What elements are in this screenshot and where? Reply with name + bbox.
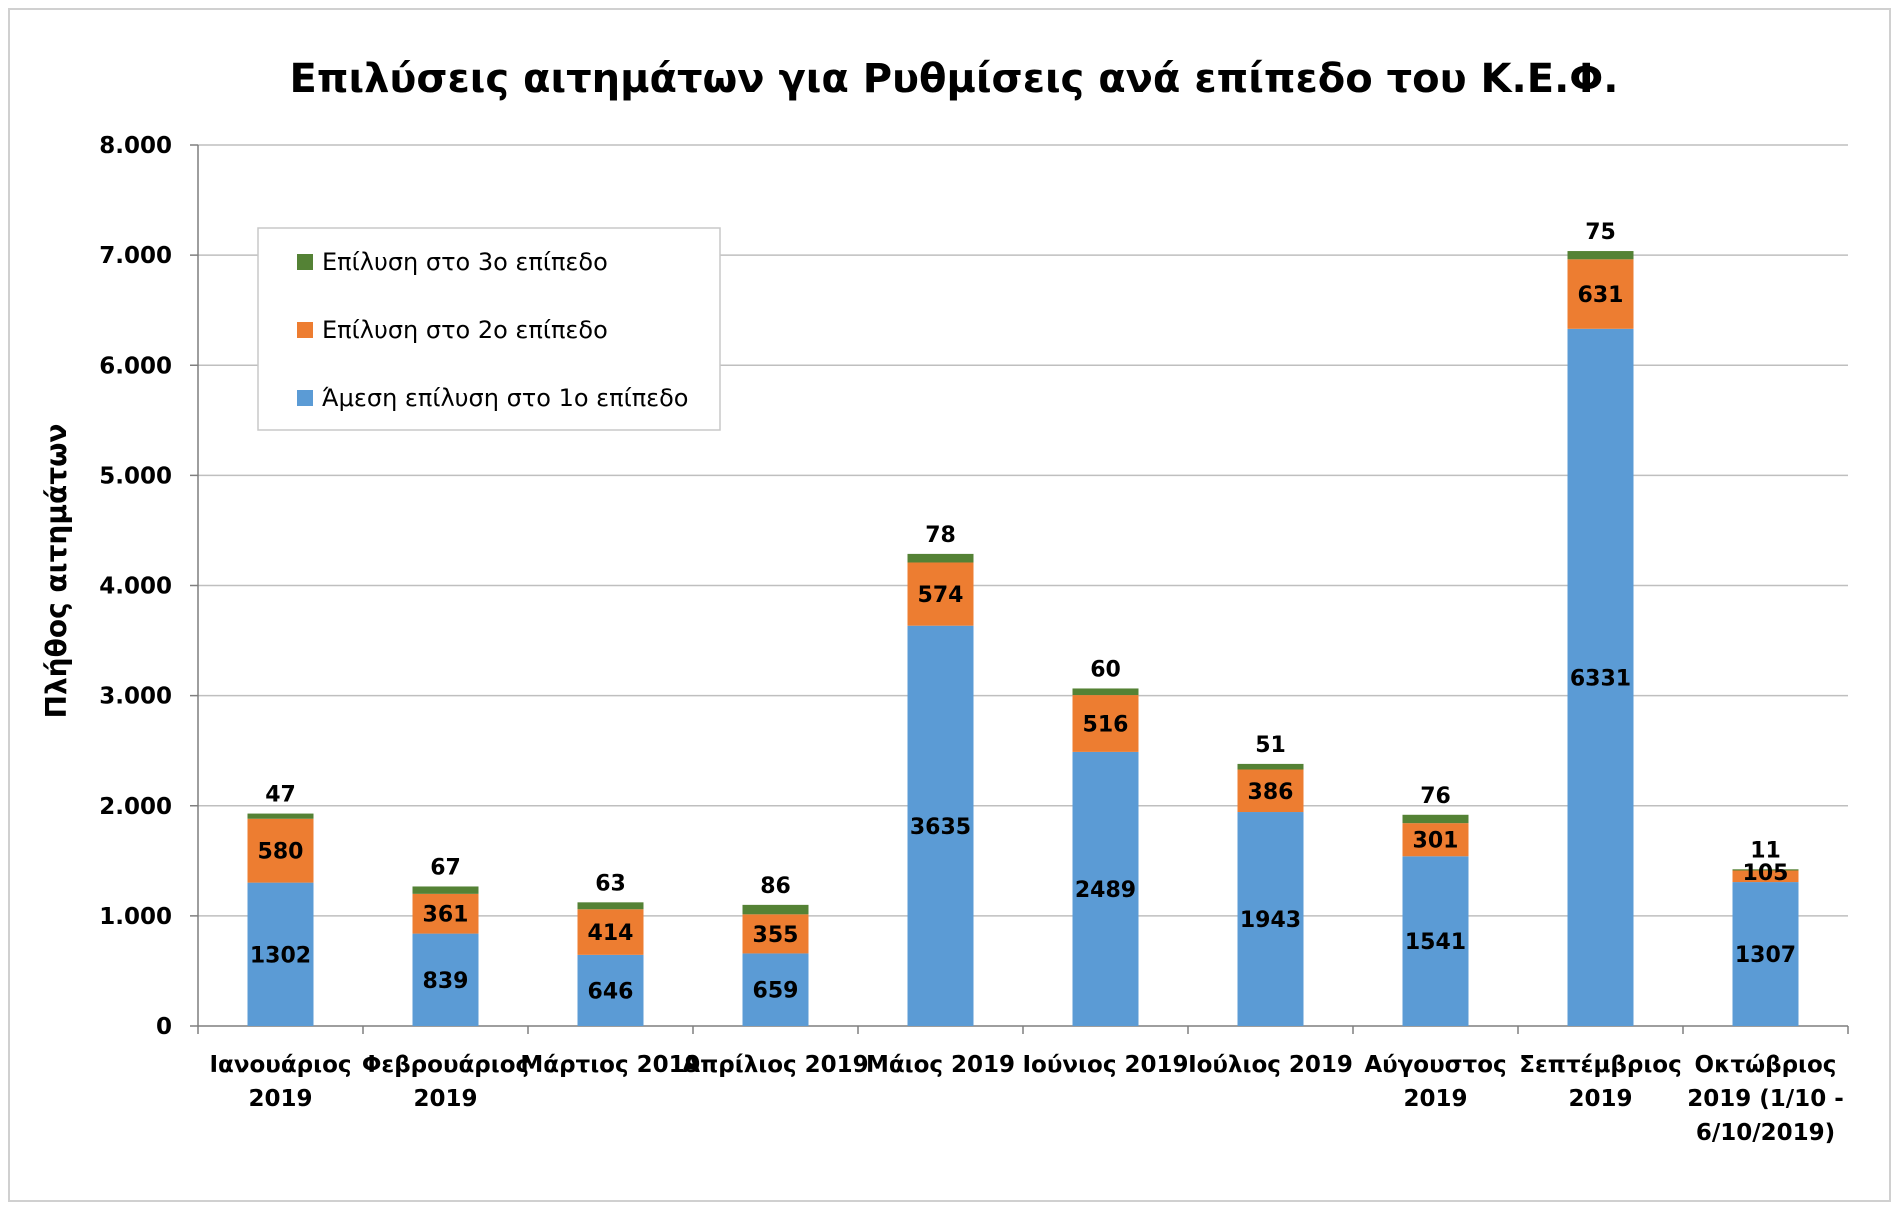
bar-segment [577,954,644,1026]
y-tick-label: 0 [156,1014,172,1040]
data-label: 301 [1413,829,1459,854]
data-label: 839 [423,969,469,994]
bar-segment [1402,814,1469,824]
bar-segment [742,904,809,915]
bar-segment [742,914,809,954]
bar-segment [1567,259,1634,329]
legend-swatch [297,322,313,338]
data-label: 6331 [1570,666,1631,691]
x-tick-label: Αύγουστος [1364,1052,1506,1078]
x-tick-label: Απρίλιος 2019 [682,1052,868,1078]
data-label: 414 [588,921,634,946]
x-tick-label: Ιανουάριος [209,1052,351,1078]
legend-entry: Επίλυση στο 3ο επίπεδο [322,248,608,276]
data-label: 78 [925,523,956,548]
data-label: 1541 [1405,930,1466,955]
y-tick-label: 3.000 [99,684,172,710]
data-label: 1943 [1240,908,1301,933]
x-tick-label: Σεπτέμβριος [1519,1052,1681,1078]
data-label: 1302 [250,943,311,968]
x-tick-label: 2019 [1403,1086,1467,1112]
bar-segment [1237,812,1304,1026]
legend-entry: Άμεση επίλυση στο 1ο επίπεδο [322,384,688,412]
y-tick-label: 8.000 [99,133,172,159]
data-label: 86 [760,874,791,899]
x-tick-label: 2019 [1568,1086,1632,1112]
bar-segment [247,813,314,819]
x-tick-label: 2019 (1/10 - [1687,1086,1844,1112]
bar-segment [1072,695,1139,752]
x-tick-labels: Ιανουάριος 2019 Φεβρουάριος 2019 Μάρτιος 201… [209,1052,1843,1146]
bar-segment [1732,870,1799,883]
bar-segment [742,953,809,1026]
x-tick-label: Μάρτιος 2019 [520,1052,700,1078]
data-label: 105 [1743,861,1789,886]
data-label: 75 [1585,220,1616,245]
bar-segment [412,933,479,1026]
bar-segment [577,909,644,955]
x-tick-label: 6/10/2019) [1696,1120,1835,1146]
bar-segment [247,818,314,883]
data-label: 580 [258,840,304,865]
bar-segment [1402,823,1469,857]
legend-swatch [297,254,313,270]
data-label: 386 [1248,780,1294,805]
x-tick-label: 2019 [248,1086,312,1112]
bar-segment [412,893,479,934]
data-labels: 1302 580 47 839 361 67 646 414 63 659 355 86 3635 574… [250,220,1796,1004]
data-label: 516 [1083,712,1129,737]
data-label: 11 [1750,838,1781,863]
x-tick-label: Ιούλιος 2019 [1188,1052,1353,1078]
bar-segment [1567,328,1634,1027]
x-tick-label: Οκτώβριος [1695,1052,1837,1078]
bar-segment [1072,688,1139,696]
bar-segment [1732,882,1799,1026]
data-label: 1307 [1735,943,1796,968]
bar-segment [907,625,974,1026]
legend: Επίλυση στο 3ο επίπεδο Επίλυση στο 2ο επί… [257,227,721,431]
bar-segment [1567,251,1634,260]
legend-swatch [297,390,313,406]
data-label: 3635 [910,815,971,840]
bar-segment [1732,869,1799,871]
bar-segment [577,902,644,910]
data-label: 2489 [1075,878,1136,903]
data-label: 646 [588,979,634,1004]
x-tick-label: Ιούνιος 2019 [1023,1052,1189,1078]
bar-segment [1237,769,1304,813]
x-tick-label: 2019 [413,1086,477,1112]
y-tick-label: 6.000 [99,353,172,379]
y-tick-label: 7.000 [99,243,172,269]
bar-segment [247,882,314,1026]
x-tick-label: Μάιος 2019 [866,1052,1015,1078]
data-label: 67 [430,855,461,880]
y-tick-labels: 0 1.000 2.000 3.000 4.000 5.000 6.000 7.000 8.00… [99,133,172,1040]
data-label: 631 [1578,283,1624,308]
bar-segment [907,562,974,626]
data-label: 574 [918,583,964,608]
legend-entry: Επίλυση στο 2ο επίπεδο [322,316,608,344]
bar-segment [907,553,974,563]
x-tick-label: Φεβρουάριος [362,1052,529,1078]
bars [247,251,1799,1027]
y-axis-label: Πλήθος αιτημάτων [40,424,73,719]
data-label: 76 [1420,784,1451,809]
data-label: 361 [423,903,469,928]
data-label: 355 [753,923,799,948]
chart-title: Επιλύσεις αιτημάτων για Ρυθμίσεις ανά επ… [290,56,1619,102]
data-label: 51 [1255,733,1286,758]
y-tick-label: 4.000 [99,574,172,600]
bar-segment [1402,856,1469,1026]
bar-segment [1237,763,1304,770]
y-tick-label: 2.000 [99,794,172,820]
bar-segment [1072,751,1139,1026]
y-tick-label: 5.000 [99,463,172,489]
data-label: 63 [595,871,626,896]
bar-segment [412,886,479,894]
y-tick-label: 1.000 [99,904,172,930]
data-label: 659 [753,979,799,1004]
data-label: 60 [1090,657,1121,682]
data-label: 47 [265,783,296,808]
